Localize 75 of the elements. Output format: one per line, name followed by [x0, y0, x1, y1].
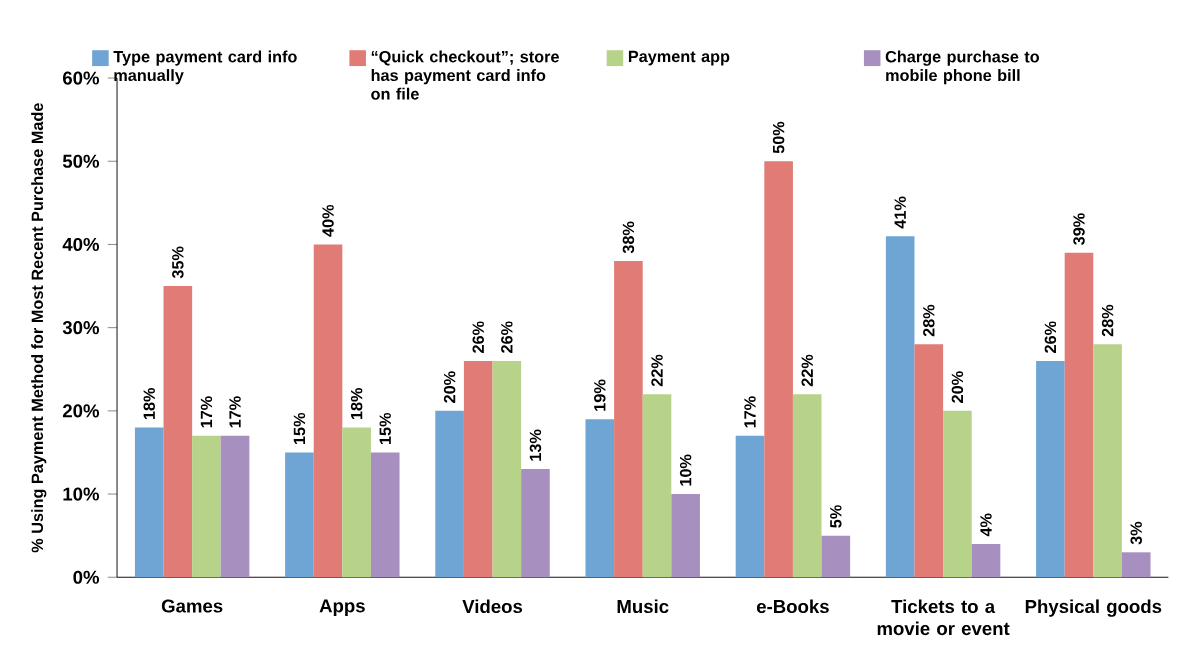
data-label: 26%: [501, 321, 513, 353]
data-label: 4%: [980, 513, 992, 537]
bar: [821, 535, 851, 578]
x-tick-label: Music: [617, 599, 669, 614]
data-label: 22%: [651, 354, 663, 387]
data-label: 5%: [830, 505, 842, 528]
bar: [220, 435, 250, 578]
y-tick-label: 30%: [62, 321, 100, 335]
data-label: 17%: [229, 396, 241, 428]
x-tick-label: Videos: [462, 599, 523, 614]
data-label: 26%: [472, 321, 484, 353]
data-label: 18%: [143, 387, 155, 420]
bar: [1036, 360, 1065, 578]
y-tick-label: 10%: [63, 487, 100, 501]
bar: [764, 161, 793, 578]
legend-label: Payment app: [628, 50, 730, 66]
bar: [370, 452, 400, 578]
bar: [735, 435, 765, 578]
x-tick-label: Physical goods: [1025, 599, 1162, 617]
y-tick-label: 40%: [62, 237, 100, 252]
bar: [1093, 344, 1122, 578]
bar: [521, 469, 550, 578]
y-tick-label: 0%: [73, 570, 100, 584]
bar: [914, 344, 944, 578]
data-label: 20%: [443, 371, 456, 403]
y-tick-label: 50%: [62, 154, 100, 168]
bar: [885, 236, 915, 578]
bar: [943, 410, 972, 578]
legend-label: “Quick checkout”; store has payment card info on file: [371, 50, 559, 100]
data-label: 18%: [350, 387, 363, 420]
data-label: 38%: [622, 221, 635, 254]
bar: [192, 435, 221, 578]
data-label: 13%: [529, 429, 542, 461]
data-label: 19%: [594, 379, 606, 411]
x-tick-label: Games: [161, 599, 223, 613]
data-label: 17%: [744, 396, 756, 428]
bar: [342, 427, 371, 578]
y-tick-label: 60%: [63, 71, 100, 85]
bar: [642, 394, 672, 578]
bar: [285, 452, 314, 578]
bar: [1121, 552, 1151, 578]
bar: [435, 410, 464, 578]
data-label: 28%: [923, 304, 935, 337]
bar: [492, 360, 522, 578]
bar: [614, 261, 643, 578]
bar: [163, 286, 193, 578]
y-tick-label: 20%: [62, 404, 100, 418]
data-label: 15%: [293, 412, 306, 444]
legend-label: Charge purchase to mobile phone bill: [885, 50, 1040, 85]
data-label: 39%: [1073, 213, 1085, 245]
x-tick-label: Apps: [319, 599, 365, 617]
data-label: 22%: [801, 354, 813, 387]
bar: [971, 543, 1001, 578]
data-label: 50%: [772, 121, 785, 154]
bar: [1064, 252, 1094, 578]
bar: [134, 427, 164, 578]
bar: [313, 244, 343, 578]
bar: [792, 394, 822, 578]
x-tick-label: e-Books: [756, 599, 829, 614]
data-label: 26%: [1044, 321, 1057, 353]
data-label: 15%: [379, 412, 391, 444]
data-label: 40%: [322, 204, 334, 237]
x-tick-label: Tickets to a movie or event: [877, 599, 1010, 636]
data-label: 28%: [1101, 304, 1114, 337]
data-label: 17%: [200, 396, 213, 428]
data-label: 35%: [172, 246, 184, 279]
data-label: 3%: [1130, 521, 1142, 545]
data-label: 10%: [679, 454, 692, 486]
bar: [671, 494, 700, 578]
data-label: 20%: [951, 371, 964, 403]
bar: [585, 419, 615, 578]
bar: [463, 360, 493, 578]
data-label: 41%: [894, 196, 906, 229]
y-axis-title: % Using Payment Method for Most Recent Purchase Made: [31, 103, 47, 553]
legend-label: Type payment card info manually: [113, 50, 297, 85]
